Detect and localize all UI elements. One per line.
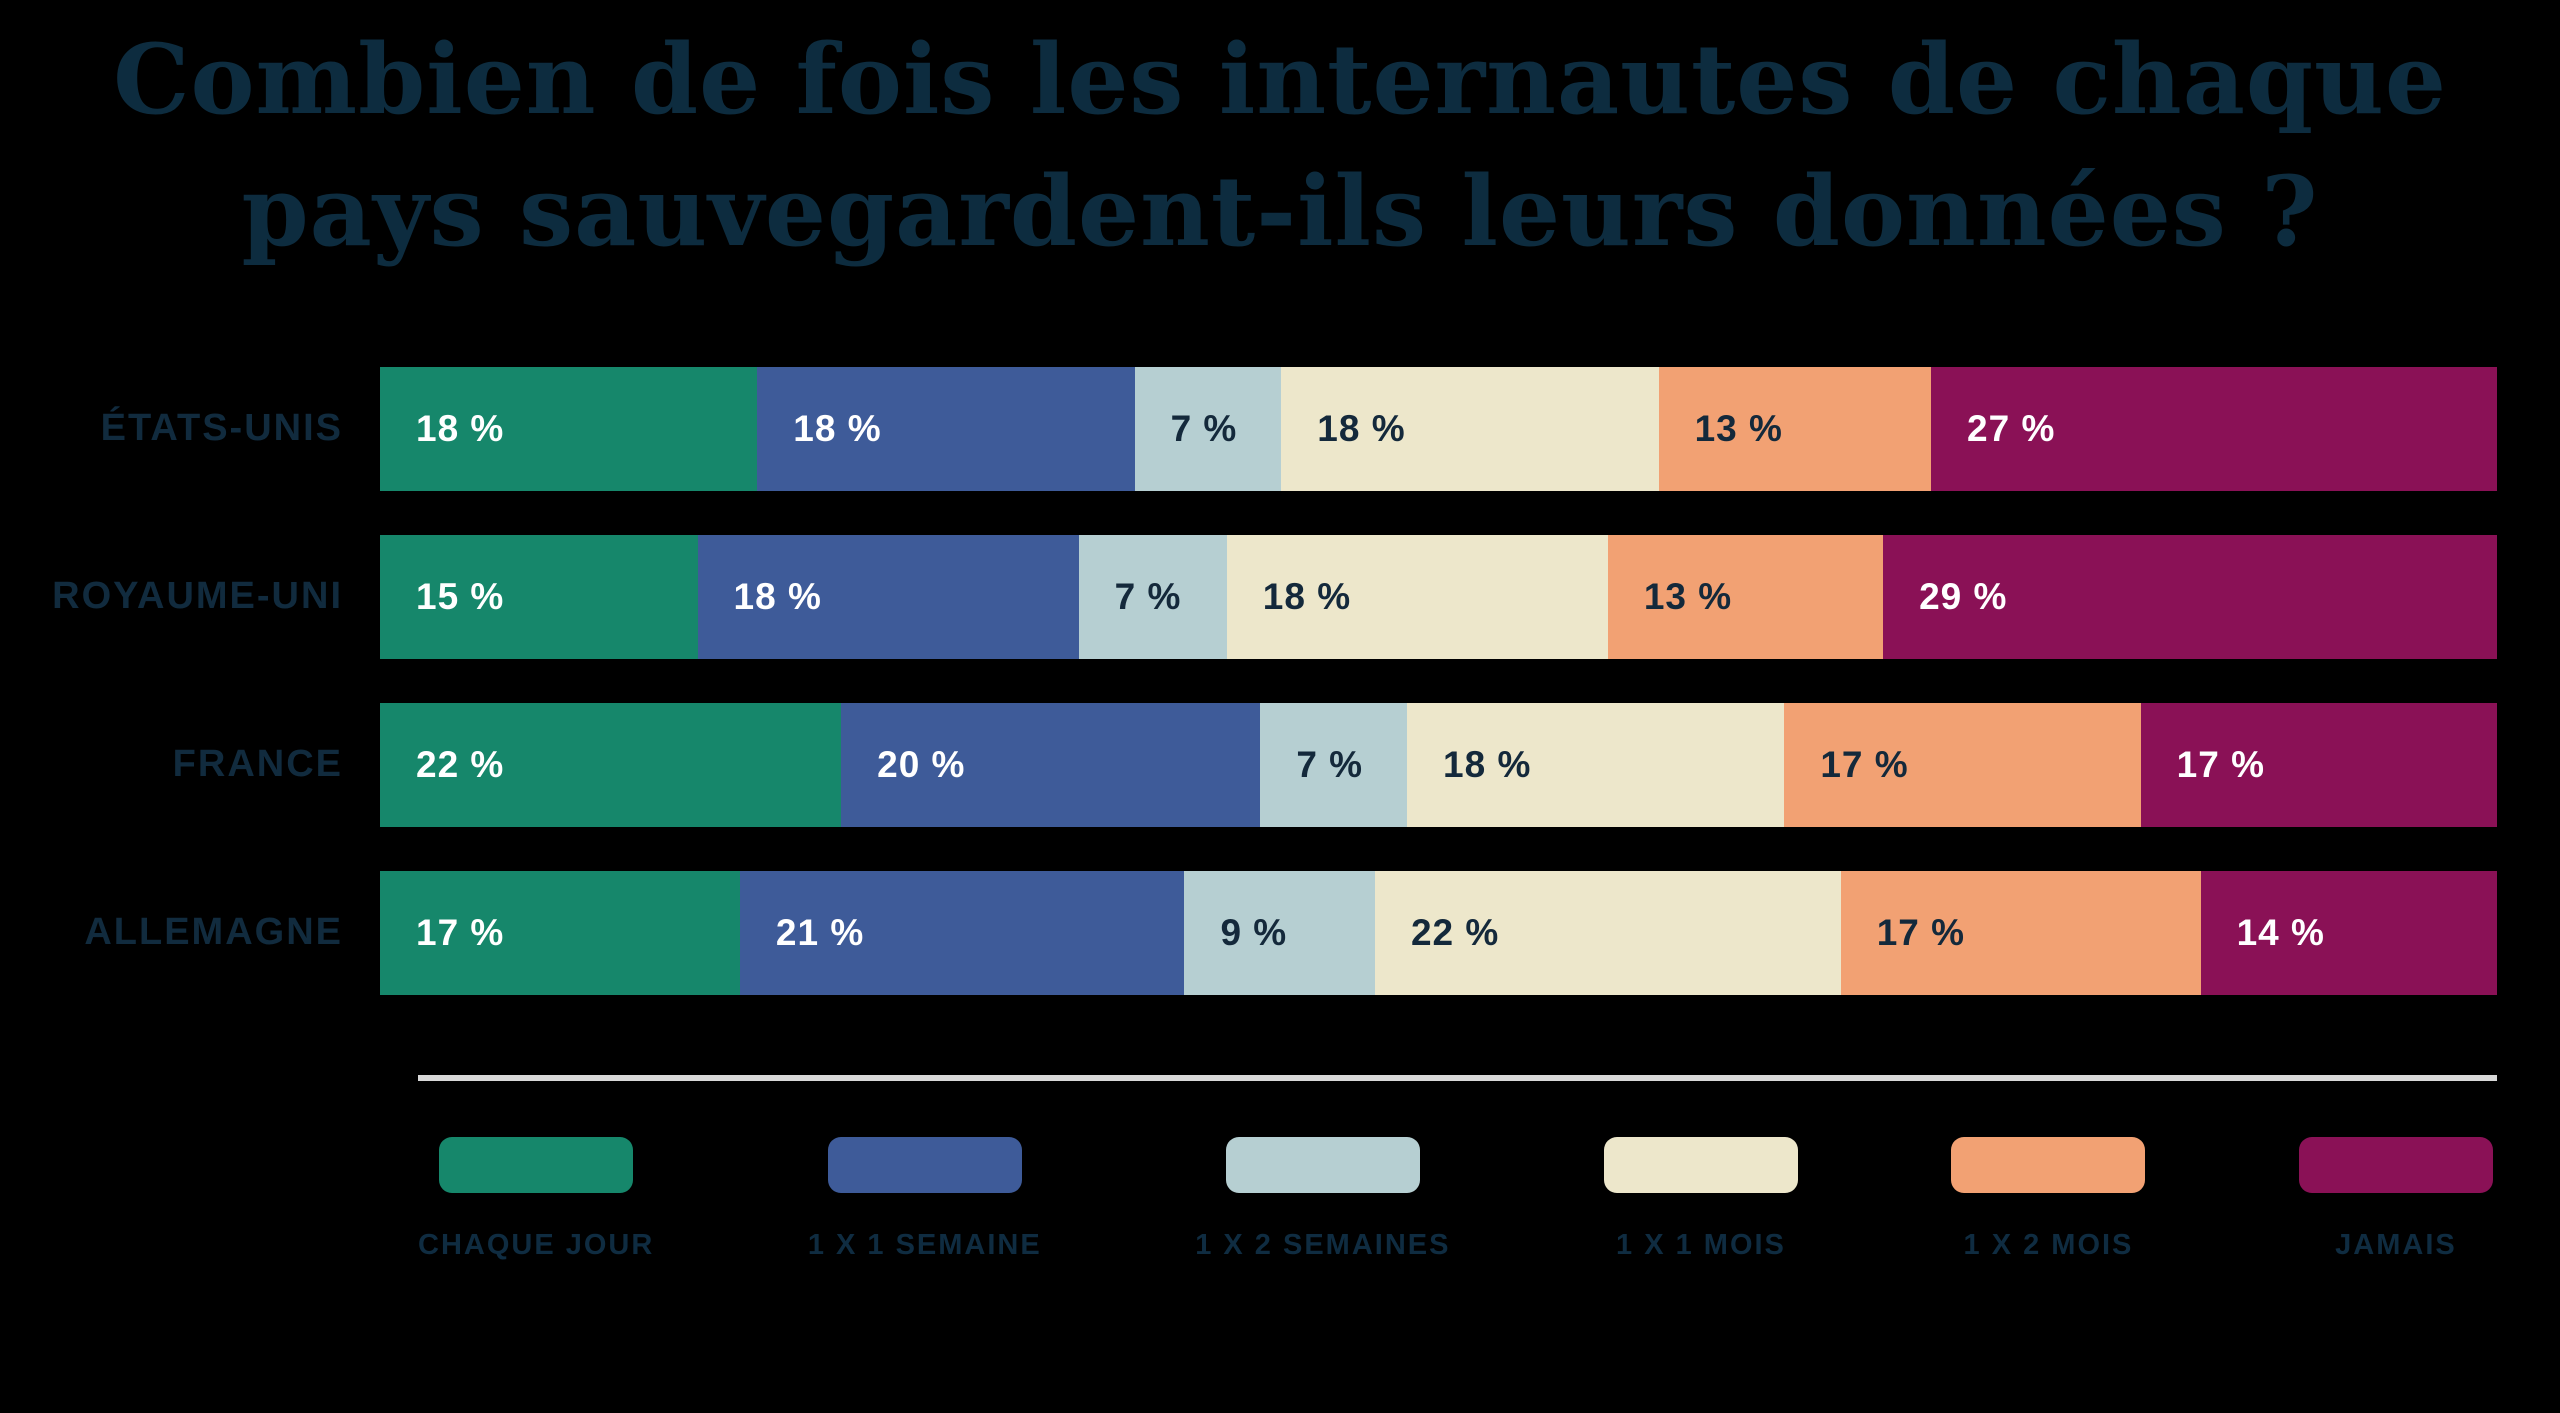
- legend-label: CHAQUE JOUR: [418, 1228, 655, 1261]
- legend-swatch: [827, 1136, 1022, 1193]
- bar-segment: 22 %: [1374, 870, 1841, 995]
- value-label: 13 %: [1694, 407, 1783, 449]
- bar-segment: 18 %: [1407, 702, 1785, 827]
- value-label: 20 %: [877, 743, 966, 785]
- value-label: 17 %: [2176, 743, 2265, 785]
- legend-item: 1 X 1 MOIS: [1603, 1136, 1798, 1262]
- value-label: 17 %: [416, 911, 505, 953]
- value-label: 7 %: [1114, 575, 1182, 617]
- bar-segment: 14 %: [2200, 870, 2497, 995]
- legend-swatch: [1225, 1136, 1420, 1193]
- legend-item: 1 X 2 SEMAINES: [1195, 1136, 1451, 1262]
- bar-segment: 7 %: [1078, 534, 1227, 659]
- bar-segment: 18 %: [1281, 366, 1659, 491]
- value-label: 14 %: [2236, 911, 2325, 953]
- bar-segment: 18 %: [380, 366, 758, 491]
- stacked-bar-chart: ÉTATS-UNIS 18 % 18 % 7 % 18 % 13 % 27 % ROYAUME…: [0, 366, 2560, 995]
- stacked-bar: 15 % 18 % 7 % 18 % 13 % 29 %: [380, 534, 2497, 659]
- chart-title-line-1: Combien de fois les internautes de chaqu…: [113, 23, 2447, 136]
- bar-segment: 17 %: [2140, 702, 2497, 827]
- bar-segment: 27 %: [1931, 366, 2497, 491]
- bar-row: ROYAUME-UNI 15 % 18 % 7 % 18 % 13 % 29 %: [0, 534, 2560, 659]
- value-label: 18 %: [1262, 575, 1352, 617]
- legend-item: CHAQUE JOUR: [418, 1136, 655, 1262]
- row-label: ROYAUME-UNI: [52, 575, 343, 618]
- bar-segment: 18 %: [757, 366, 1135, 491]
- value-label: 15 %: [416, 575, 505, 617]
- bar-segment: 13 %: [1607, 534, 1884, 659]
- bar-segment: 7 %: [1260, 702, 1408, 827]
- bar-segment: 20 %: [841, 702, 1261, 827]
- legend-label: 1 X 1 MOIS: [1616, 1228, 1786, 1261]
- bar-segment: 21 %: [739, 870, 1185, 995]
- bar-segment: 29 %: [1883, 534, 2497, 659]
- value-label: 18 %: [1317, 407, 1406, 449]
- bar-segment: 9 %: [1184, 870, 1375, 995]
- value-label: 9 %: [1220, 911, 1288, 953]
- legend-label: 1 X 2 MOIS: [1963, 1228, 2134, 1261]
- legend-swatch: [1603, 1136, 1798, 1193]
- value-label: 7 %: [1170, 407, 1238, 449]
- value-label: 18 %: [416, 407, 505, 449]
- bar-segment: 18 %: [1226, 534, 1608, 659]
- legend-item: 1 X 1 SEMAINE: [807, 1136, 1042, 1262]
- bar-row: ÉTATS-UNIS 18 % 18 % 7 % 18 % 13 % 27 %: [0, 366, 2560, 491]
- value-label: 18 %: [733, 575, 822, 617]
- value-label: 29 %: [1919, 575, 2008, 617]
- value-label: 17 %: [1876, 911, 1966, 953]
- legend-item: JAMAIS: [2298, 1136, 2493, 1262]
- stacked-bar: 18 % 18 % 7 % 18 % 13 % 27 %: [380, 366, 2497, 491]
- value-label: 27 %: [1967, 407, 2056, 449]
- value-label: 17 %: [1820, 743, 1909, 785]
- value-label: 18 %: [793, 407, 882, 449]
- value-label: 21 %: [775, 911, 865, 953]
- value-label: 13 %: [1643, 575, 1733, 617]
- legend-item: 1 X 2 MOIS: [1951, 1136, 2146, 1262]
- legend-label: 1 X 1 SEMAINE: [807, 1228, 1042, 1261]
- bar-segment: 17 %: [1784, 702, 2141, 827]
- chart-title-line-2: pays sauvegardent-ils leurs données ?: [241, 155, 2319, 269]
- value-label: 22 %: [416, 743, 505, 785]
- legend-swatch: [2298, 1136, 2493, 1193]
- row-label: ALLEMAGNE: [84, 911, 343, 954]
- value-label: 22 %: [1410, 911, 1500, 953]
- stacked-bar: 17 % 21 % 9 % 22 % 17 % 14 %: [380, 870, 2497, 995]
- chart-legend: CHAQUE JOUR 1 X 1 SEMAINE 1 X 2 SEMAINES 1 …: [418, 1136, 2493, 1262]
- bar-row: ALLEMAGNE 17 % 21 % 9 % 22 % 17 % 14 %: [0, 870, 2560, 995]
- bar-row: FRANCE 22 % 20 % 7 % 18 % 17 % 17 %: [0, 702, 2560, 827]
- chart-title: Combien de fois les internautes de chaqu…: [0, 14, 2560, 279]
- separator-line: [418, 1074, 2497, 1081]
- bar-segment: 17 %: [1840, 870, 2201, 995]
- legend-swatch: [1951, 1136, 2146, 1193]
- row-label: FRANCE: [172, 743, 343, 786]
- bar-segment: 7 %: [1134, 366, 1282, 491]
- row-label: ÉTATS-UNIS: [100, 407, 343, 450]
- legend-label: 1 X 2 SEMAINES: [1195, 1228, 1451, 1261]
- bar-segment: 22 %: [380, 702, 842, 827]
- bar-segment: 13 %: [1658, 366, 1932, 491]
- stacked-bar: 22 % 20 % 7 % 18 % 17 % 17 %: [380, 702, 2497, 827]
- legend-swatch: [439, 1136, 634, 1193]
- bar-segment: 18 %: [697, 534, 1079, 659]
- legend-label: JAMAIS: [2335, 1228, 2457, 1261]
- bar-segment: 15 %: [380, 534, 698, 659]
- value-label: 18 %: [1443, 743, 1532, 785]
- value-label: 7 %: [1296, 743, 1364, 785]
- bar-segment: 17 %: [380, 870, 740, 995]
